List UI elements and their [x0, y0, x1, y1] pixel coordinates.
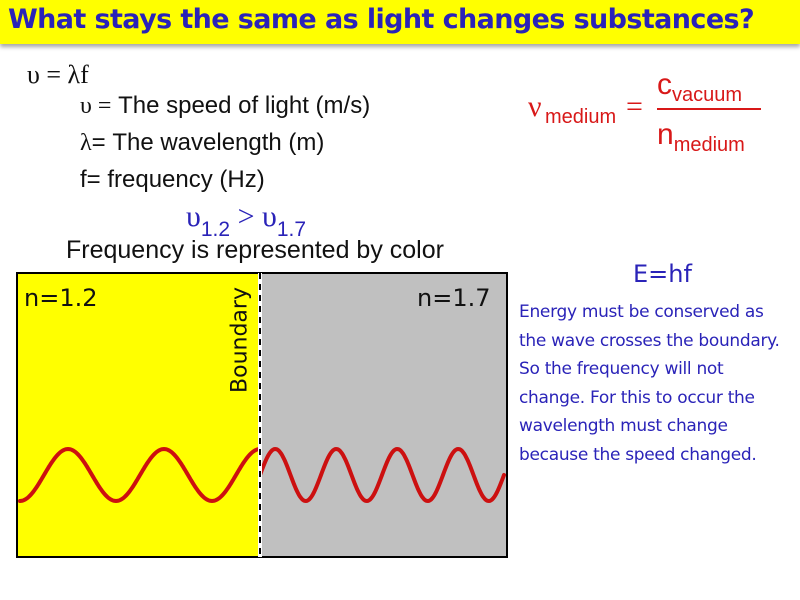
title-bar: What stays the same as light changes sub… [0, 0, 800, 44]
boundary-label: Boundary [227, 287, 253, 393]
explanation-text: Energy must be conserved as the wave cro… [519, 302, 780, 465]
definition-symbol: υ = [80, 93, 112, 119]
formula-nu: ν [528, 90, 542, 123]
wave-segment-n12 [18, 446, 262, 504]
comparison-operator: > [230, 200, 262, 233]
region-n17 [260, 273, 507, 557]
speed-subscript-left: 1.2 [200, 218, 231, 241]
speed-symbol-right: υ [261, 200, 277, 233]
slide-title: What stays the same as light changes sub… [8, 4, 755, 35]
frequency-caption: Frequency is represented by color [66, 236, 444, 264]
formula-equals: = [626, 90, 643, 123]
denominator-symbol: n [657, 118, 674, 151]
wave-segment-n17 [258, 446, 506, 504]
speed-medium-formula: ν medium = cvacuum nmedium [520, 68, 770, 157]
definition-frequency: f= frequency (Hz) [80, 166, 265, 194]
speed-comparison: υ1.2 > υ1.7 [186, 200, 306, 242]
wave-equation: υ = λf [27, 60, 89, 89]
energy-equation: E=hf [633, 260, 692, 288]
left-medium-label: n=1.2 [24, 284, 98, 312]
fraction-bar [657, 108, 761, 110]
denominator-subscript: medium [673, 134, 745, 156]
region-n12 [17, 273, 260, 557]
speed-subscript-right: 1.7 [276, 218, 307, 241]
formula-numerator: cvacuum [657, 68, 742, 107]
right-medium-label: n=1.7 [417, 284, 491, 312]
speed-symbol-left: υ [186, 200, 201, 233]
definition-text: f= frequency (Hz) [80, 166, 265, 193]
definition-text: The speed of light (m/s) [111, 92, 371, 119]
formula-denominator: nmedium [657, 118, 745, 157]
definition-symbol: λ [80, 130, 92, 156]
definition-wavelength: λ= The wavelength (m) [80, 129, 324, 157]
numerator-subscript: vacuum [672, 84, 743, 106]
wave-boundary-diagram [16, 272, 508, 558]
definition-speed: υ = The speed of light (m/s) [80, 92, 370, 120]
definition-text: = The wavelength (m) [91, 129, 325, 156]
formula-nu-subscript: medium [545, 106, 617, 128]
numerator-symbol: c [657, 68, 672, 101]
